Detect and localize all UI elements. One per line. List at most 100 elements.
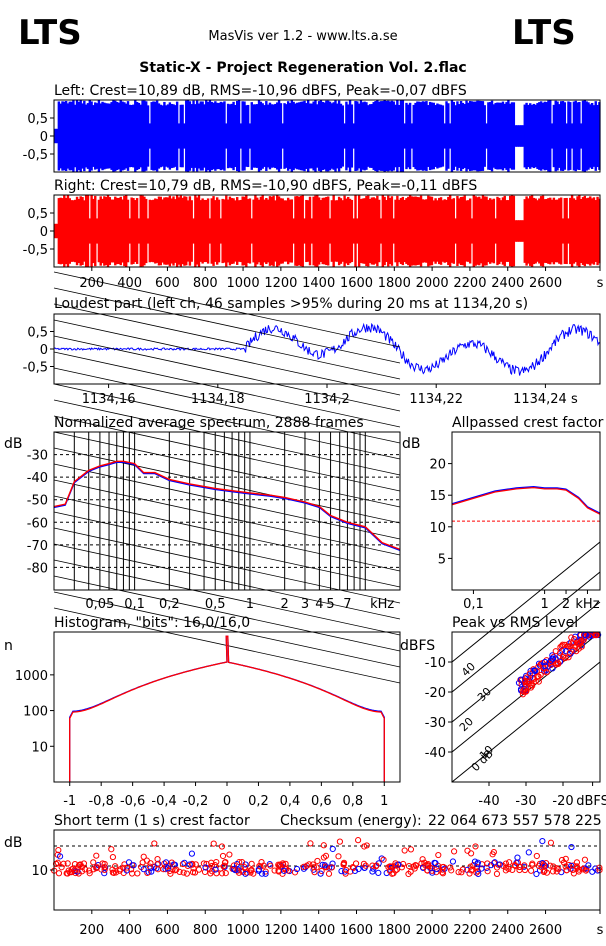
allpass-xtick-label: 1 — [540, 597, 548, 612]
left-bar — [257, 100, 261, 172]
left-bar — [301, 101, 304, 171]
checksum-label: Checksum (energy): — [280, 813, 422, 829]
right-xtick-label: 1000 — [227, 276, 260, 291]
right-bar — [117, 197, 121, 265]
right-bar — [552, 197, 556, 265]
left-bar — [272, 104, 275, 168]
left-bar — [317, 101, 321, 171]
left-bar — [356, 101, 359, 171]
right-bar — [161, 199, 164, 263]
right-bar — [83, 200, 86, 262]
left-bar — [277, 100, 281, 172]
shortcrest-point — [320, 854, 327, 861]
left-bar — [117, 102, 121, 170]
left-bar — [268, 102, 272, 170]
left-bar — [190, 104, 193, 168]
spectrum-slope-line — [53, 479, 401, 556]
right-title: Right: Crest=10,79 dB, RMS=-10,90 dBFS, … — [54, 178, 477, 194]
left-bar — [232, 101, 235, 171]
shortcrest-point — [380, 856, 387, 863]
shortcrest-point — [267, 862, 274, 869]
left-bar — [145, 101, 148, 171]
peakrms-point — [562, 648, 569, 655]
spectrum-slope-line — [53, 527, 401, 604]
left-bar — [543, 101, 546, 171]
shortcrest-point — [455, 869, 462, 876]
left-bar — [63, 101, 66, 171]
right-bar — [130, 197, 133, 265]
left-bar — [325, 100, 328, 172]
shortcrest-point — [439, 869, 446, 876]
shortcrest-xtick-label: 2000 — [416, 923, 449, 938]
peakrms-title: Peak vs RMS level — [452, 615, 578, 631]
spectrum-slope-line — [53, 319, 401, 396]
right-bar — [166, 197, 170, 265]
right-bar — [141, 195, 144, 267]
shortcrest-point — [472, 843, 479, 850]
right-bar — [370, 197, 374, 265]
shortcrest-point — [361, 843, 368, 850]
right-bar — [463, 195, 466, 267]
left-bar — [589, 104, 592, 168]
right-bar — [143, 196, 146, 266]
left-bar — [401, 100, 405, 172]
right-bar — [123, 195, 126, 267]
right-bar — [134, 200, 137, 262]
left-bar — [518, 125, 521, 147]
left-bar — [274, 103, 277, 169]
shortcrest-point — [502, 860, 510, 867]
right-bar — [421, 199, 425, 263]
allpass-frame — [451, 431, 601, 591]
left-bar — [468, 100, 472, 172]
allpass-line-right — [451, 486, 601, 515]
peakrms-xtick-label: -40 — [478, 794, 499, 809]
shortcrest-point — [63, 870, 70, 877]
allpass-xtick-label: 2 — [562, 597, 570, 612]
left-bar — [541, 102, 545, 170]
left-bar — [217, 102, 221, 170]
shortcrest-point — [360, 860, 368, 867]
right-bar — [514, 220, 517, 242]
right-bar — [110, 199, 113, 263]
right-bar — [376, 195, 379, 267]
histogram-xtick-label: -0,8 — [88, 794, 113, 809]
left-bar — [434, 105, 437, 167]
spectrum-ytick-label: -40 — [27, 471, 48, 486]
shortcrest-point — [262, 870, 269, 877]
right-bar — [596, 196, 599, 266]
shortcrest-point — [213, 858, 220, 866]
shortcrest-point — [242, 870, 249, 877]
shortcrest-point — [407, 868, 414, 875]
shortcrest-point — [335, 853, 342, 860]
shortcrest-point — [320, 842, 327, 849]
left-bar — [458, 104, 461, 168]
right-bar — [438, 197, 441, 265]
left-bar — [183, 123, 186, 149]
right-bar — [121, 199, 124, 263]
peakrms-ylabel: dBFS — [400, 638, 435, 654]
peakrms-point — [534, 673, 541, 680]
left-bar — [374, 101, 377, 171]
left-bar — [236, 100, 239, 172]
left-bar — [283, 103, 286, 169]
right-bar — [556, 199, 559, 263]
left-bar — [266, 104, 270, 168]
left-bar — [288, 103, 292, 169]
left-bar — [256, 104, 259, 168]
right-bar — [465, 200, 468, 262]
peakrms-xtick-label: -30 — [515, 794, 536, 809]
shortcrest-point — [471, 858, 479, 865]
right-bar — [68, 198, 71, 264]
shortcrest-point — [470, 862, 477, 869]
right-bar — [296, 196, 299, 266]
right-bar — [270, 196, 273, 266]
left-bar — [108, 103, 112, 169]
left-bar — [483, 105, 486, 167]
shortcrest-point — [173, 866, 180, 873]
right-bar — [241, 196, 244, 266]
right-bar — [397, 199, 401, 263]
spectrum-slope-line — [53, 287, 401, 364]
shortcrest-point — [407, 846, 415, 853]
histogram-ytick-label: 1000 — [15, 669, 48, 684]
left-bar — [354, 101, 357, 171]
